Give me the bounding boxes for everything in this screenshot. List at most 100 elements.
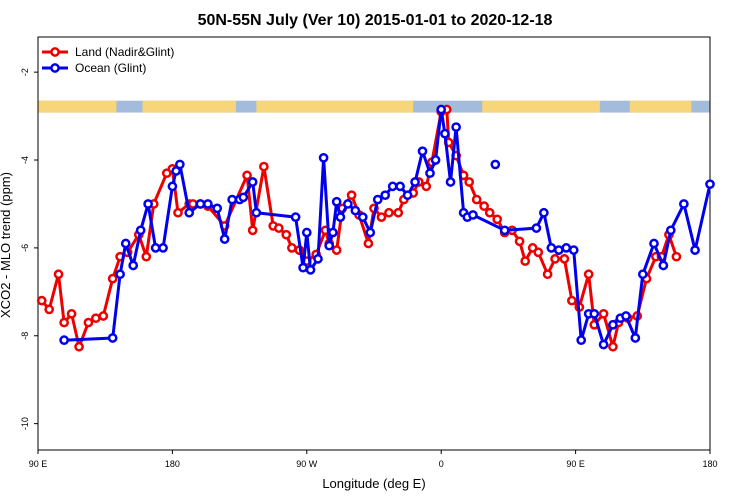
data-point-ocean [705, 179, 715, 190]
data-point-ocean [158, 243, 168, 253]
data-point-ocean [468, 210, 478, 220]
data-point-ocean [425, 168, 435, 179]
data-point-land [66, 308, 77, 319]
y-axis-label: XCO2 - MLO trend (ppm) [0, 172, 13, 318]
data-point-ocean [195, 199, 206, 209]
data-point-ocean [107, 333, 118, 343]
legend-marker-land [50, 47, 60, 57]
series-ocean [59, 104, 715, 350]
data-point-ocean [608, 319, 618, 330]
data-point-ocean [410, 177, 420, 187]
data-point-ocean [598, 339, 609, 350]
data-point-ocean [212, 203, 223, 214]
data-point-land [671, 251, 682, 262]
data-point-ocean [143, 199, 153, 209]
data-point-ocean [499, 225, 510, 236]
data-point-land [384, 207, 394, 218]
data-point-ocean [402, 190, 413, 201]
data-point-land [484, 207, 495, 218]
data-point-land [346, 190, 357, 201]
data-point-ocean [184, 207, 195, 218]
data-point-land [583, 269, 594, 280]
data-point-land [363, 238, 374, 249]
data-point-land [281, 229, 292, 240]
data-point-ocean [380, 190, 391, 201]
data-point-ocean [343, 199, 353, 209]
legend: Land (Nadir&Glint) Ocean (Glint) [42, 45, 174, 75]
data-point-ocean [150, 243, 161, 253]
series-layer [36, 104, 715, 352]
data-point-land [464, 177, 475, 187]
data-point-ocean [350, 205, 361, 216]
data-point-ocean [539, 207, 549, 218]
data-point-ocean [546, 243, 557, 253]
data-point-ocean [298, 262, 308, 273]
legend-label-ocean: Ocean (Glint) [75, 61, 146, 75]
data-point-land [287, 243, 297, 253]
legend-label-land: Land (Nadir&Glint) [75, 45, 174, 59]
data-point-land [533, 247, 544, 258]
data-point-ocean [649, 238, 659, 249]
data-point-ocean [365, 227, 376, 238]
data-point-land [98, 311, 109, 321]
data-point-ocean [568, 245, 579, 255]
data-point-ocean [665, 225, 676, 236]
x-tick-label: 180 [165, 459, 180, 469]
y-axis: -2 -4 -6 -8 -10 [20, 68, 38, 430]
data-point-land [36, 295, 47, 306]
data-point-ocean [251, 207, 262, 218]
data-point-ocean [247, 177, 258, 187]
series-line-ocean [64, 108, 712, 347]
chart-title: 50N-55N July (Ver 10) 2015-01-01 to 2020… [198, 12, 553, 29]
data-point-ocean [331, 196, 342, 207]
data-point-land [376, 212, 387, 222]
data-point-ocean [630, 333, 641, 343]
data-point-ocean [430, 155, 441, 165]
data-point-land [559, 254, 570, 264]
data-point-land [542, 269, 553, 280]
legend-marker-ocean [50, 63, 60, 73]
data-point-land [107, 273, 118, 284]
data-point-land [421, 181, 432, 192]
data-point-land [53, 269, 64, 280]
data-point-ocean [440, 128, 450, 139]
data-point-land [59, 317, 69, 328]
data-point-ocean [227, 194, 237, 205]
data-point-ocean [445, 177, 456, 187]
data-point-ocean [436, 104, 447, 115]
data-point-land [608, 341, 618, 352]
data-point-ocean [637, 269, 648, 280]
mask-land-segment [256, 100, 414, 113]
data-point-ocean [417, 146, 428, 157]
y-tick-label: -8 [20, 332, 30, 340]
data-point-ocean [621, 311, 631, 321]
y-tick-label: -4 [20, 156, 30, 164]
data-point-ocean [115, 269, 125, 280]
data-point-land [83, 317, 94, 328]
mask-land-segment [482, 100, 600, 113]
data-point-ocean [490, 159, 501, 170]
data-point-ocean [313, 254, 323, 264]
data-point-ocean [690, 245, 700, 255]
data-point-land [91, 313, 101, 324]
data-point-land [173, 207, 183, 218]
data-point-ocean [335, 212, 346, 222]
data-point-ocean [305, 265, 316, 275]
data-point-ocean [135, 225, 146, 236]
x-tick-label: 180 [702, 459, 717, 469]
data-point-land [598, 308, 609, 319]
data-point-ocean [679, 199, 689, 209]
data-point-ocean [357, 212, 368, 222]
data-point-land [567, 295, 577, 306]
y-tick-label: -10 [20, 417, 30, 430]
data-point-ocean [301, 227, 312, 238]
data-point-land [74, 341, 84, 352]
data-point-ocean [167, 181, 178, 192]
plot-frame [37, 36, 711, 451]
data-point-land [550, 254, 560, 264]
x-axis: 90 E 180 90 W 0 90 E 180 [29, 450, 718, 469]
data-point-ocean [451, 122, 461, 132]
data-point-ocean [576, 335, 587, 346]
data-point-ocean [290, 212, 301, 222]
data-point-land [259, 161, 269, 172]
